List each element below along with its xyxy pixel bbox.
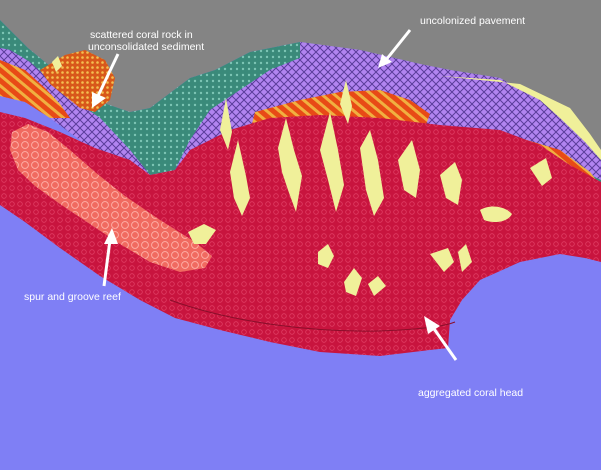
label-scattered-coral-rock-line2: unconsolidated sediment: [88, 41, 204, 53]
label-aggregated-coral-head: aggregated coral head: [418, 387, 523, 399]
orange-hatch-west: [0, 60, 70, 118]
arrow-icon: [424, 316, 458, 361]
label-spur-and-groove-reef: spur and groove reef: [24, 291, 121, 303]
sand-flats: [52, 56, 601, 296]
land-area: [0, 0, 601, 158]
arrow-icon: [102, 228, 118, 287]
arrow-icon: [378, 29, 412, 68]
teal-substrate: [0, 20, 300, 175]
label-scattered-coral-rock-line1: scattered coral rock in: [90, 29, 193, 41]
label-uncolonized-pavement: uncolonized pavement: [420, 15, 525, 27]
spur-and-groove-reef: [10, 124, 212, 272]
arrow-icon: [92, 53, 120, 108]
